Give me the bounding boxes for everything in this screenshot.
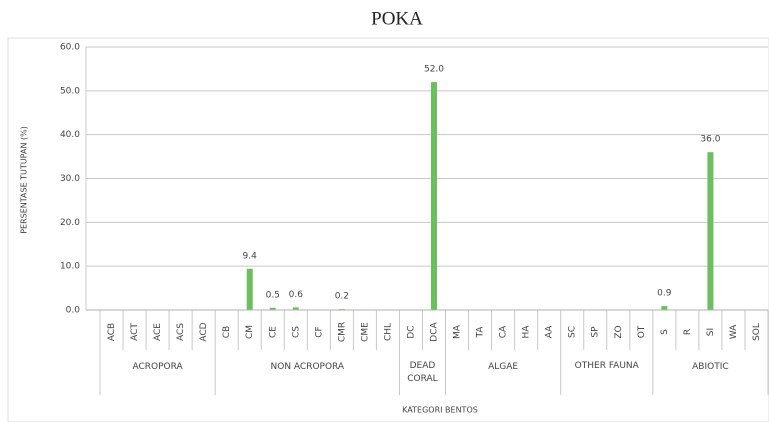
group-label: ALGAE (488, 362, 519, 372)
bar (269, 307, 276, 310)
y-tick-label: 30.0 (60, 174, 80, 184)
x-tick-label: SP (591, 326, 601, 338)
value-label: 52.0 (424, 65, 444, 75)
group-label: ABIOTIC (692, 362, 729, 372)
group-label: DEAD CORAL (407, 361, 438, 384)
bar (661, 306, 668, 310)
x-tick-label: SC (568, 326, 578, 338)
x-tick-label: DCA (430, 321, 440, 341)
x-tick-label: CME (360, 322, 370, 342)
x-tick-label: OT (637, 325, 647, 338)
x-tick-label: WA (729, 324, 739, 339)
value-label: 0.2 (335, 292, 349, 302)
x-tick-label: CHL (383, 323, 393, 341)
y-tick-label: 40.0 (60, 130, 80, 140)
y-tick-label: 10.0 (60, 262, 80, 272)
x-axis-title: KATEGORI BENTOS (402, 406, 478, 415)
bar (292, 307, 299, 310)
x-tick-label: ACS (176, 323, 186, 341)
y-axis-title: PERSENTASE TUTUPAN (%) (20, 126, 29, 234)
x-tick-label: HA (522, 325, 532, 339)
x-tick-label: TA (476, 326, 486, 339)
x-tick-label: CA (499, 325, 509, 338)
x-tick-label: ACD (199, 322, 209, 341)
x-tick-label: ACT (130, 323, 140, 341)
value-label: 0.9 (657, 289, 672, 299)
chart-area (7, 37, 769, 422)
value-label: 9.4 (243, 251, 258, 261)
y-tick-label: 20.0 (60, 218, 80, 228)
x-tick-label: S (660, 329, 670, 335)
y-tick-label: 60.0 (60, 43, 80, 53)
x-tick-label: CMR (337, 322, 347, 342)
y-tick-label: 0.0 (66, 306, 81, 316)
value-label: 0.6 (289, 290, 304, 300)
group-label: OTHER FAUNA (574, 361, 639, 371)
value-label: 36.0 (700, 135, 720, 145)
x-tick-label: MA (453, 324, 463, 339)
value-label: 0.5 (266, 290, 280, 300)
x-tick-label: CM (245, 325, 255, 339)
x-tick-label: ZO (614, 325, 624, 338)
x-tick-label: ACE (153, 323, 163, 341)
group-label: NON ACROPORA (270, 362, 345, 372)
x-tick-label: ACB (107, 323, 117, 341)
x-tick-label: CE (268, 326, 278, 338)
x-tick-label: CS (291, 326, 301, 338)
x-tick-label: DC (406, 325, 416, 338)
x-tick-label: SI (706, 328, 716, 336)
y-tick-label: 50.0 (60, 86, 80, 96)
x-tick-label: AA (545, 325, 555, 338)
chart-title: POKA (371, 8, 423, 29)
x-tick-label: SOL (752, 323, 762, 341)
x-tick-label: CB (222, 326, 232, 338)
x-tick-label: R (683, 329, 693, 335)
bar (707, 152, 714, 310)
bar (246, 268, 253, 310)
x-tick-label: CF (314, 326, 324, 337)
group-label: ACROPORA (132, 362, 183, 372)
bar (431, 82, 437, 310)
